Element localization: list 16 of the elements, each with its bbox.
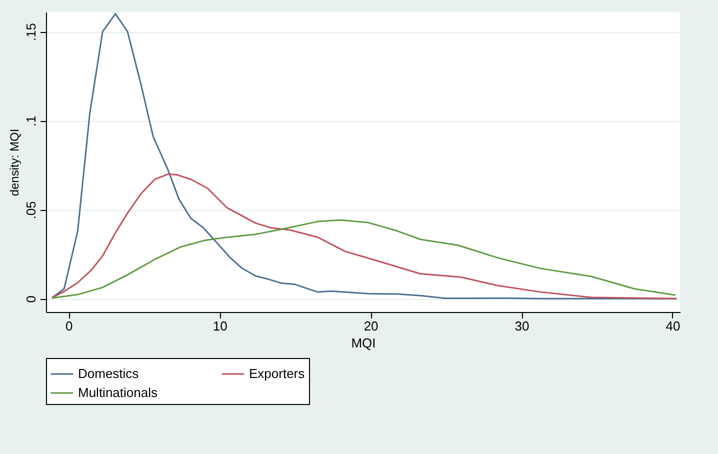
line-series [51, 173, 678, 300]
x-axis-title: MQI [351, 336, 376, 350]
x-tick-label: 40 [666, 318, 680, 334]
legend-label: Domestics [78, 366, 140, 381]
x-tick-label: 30 [514, 318, 530, 334]
y-tick-label: .15 [24, 23, 38, 42]
line-series [51, 219, 676, 299]
y-tick-label: .05 [24, 201, 38, 220]
legend-label: Multinationals [78, 385, 158, 400]
y-axis-title: density: MQI [8, 128, 22, 196]
x-tick-label: 20 [364, 318, 378, 334]
y-tick-label: 0 [24, 296, 38, 303]
y-tick-label: .1 [24, 116, 38, 127]
x-tick-label: 10 [212, 318, 228, 334]
x-tick-label: 0 [66, 318, 73, 334]
legend-label: Exporters [249, 366, 306, 381]
